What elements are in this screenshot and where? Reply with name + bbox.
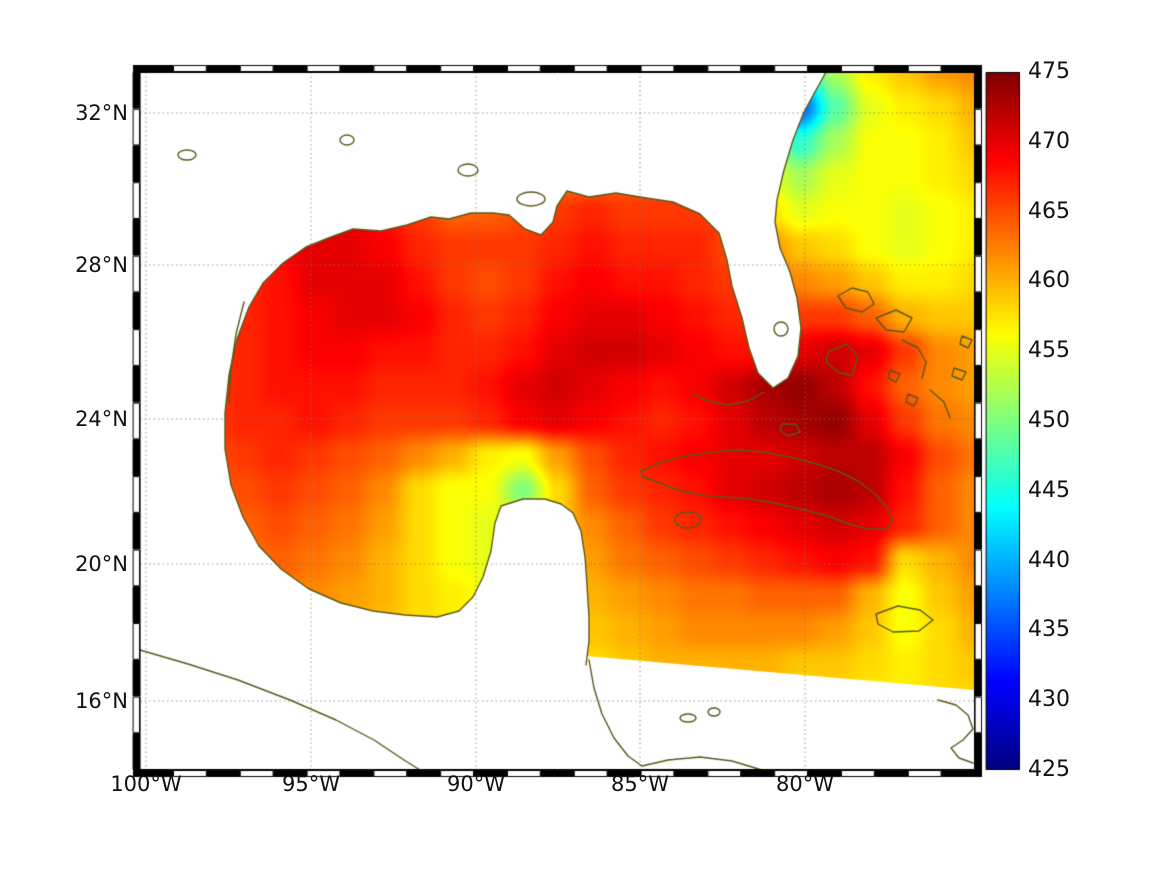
lat-tick-label: 20°N bbox=[75, 552, 128, 576]
colorbar-tick-label: 425 bbox=[1028, 757, 1070, 782]
colorbar-tick-label: 460 bbox=[1028, 268, 1070, 293]
lon-tick-label: 90°W bbox=[447, 772, 505, 796]
colorbar-tick-label: 445 bbox=[1028, 478, 1070, 503]
lon-tick-label: 95°W bbox=[282, 772, 340, 796]
colorbar-tick-label: 440 bbox=[1028, 548, 1070, 573]
lon-tick-label: 85°W bbox=[611, 772, 669, 796]
lon-tick-label: 80°W bbox=[776, 772, 834, 796]
lon-tick-label: 100°W bbox=[110, 772, 182, 796]
colorbar-tick-label: 450 bbox=[1028, 408, 1070, 433]
colorbar-tick-label: 455 bbox=[1028, 338, 1070, 363]
lat-tick-label: 28°N bbox=[75, 253, 128, 277]
colorbar-tick-label: 435 bbox=[1028, 617, 1070, 642]
lat-tick-label: 24°N bbox=[75, 407, 128, 431]
colorbar-tick-label: 470 bbox=[1028, 129, 1070, 154]
colorbar-tick-label: 475 bbox=[1028, 59, 1070, 84]
colorbar-tick-label: 430 bbox=[1028, 687, 1070, 712]
lat-tick-label: 16°N bbox=[75, 689, 128, 713]
lat-tick-label: 32°N bbox=[75, 101, 128, 125]
colorbar-tick-label: 465 bbox=[1028, 199, 1070, 224]
